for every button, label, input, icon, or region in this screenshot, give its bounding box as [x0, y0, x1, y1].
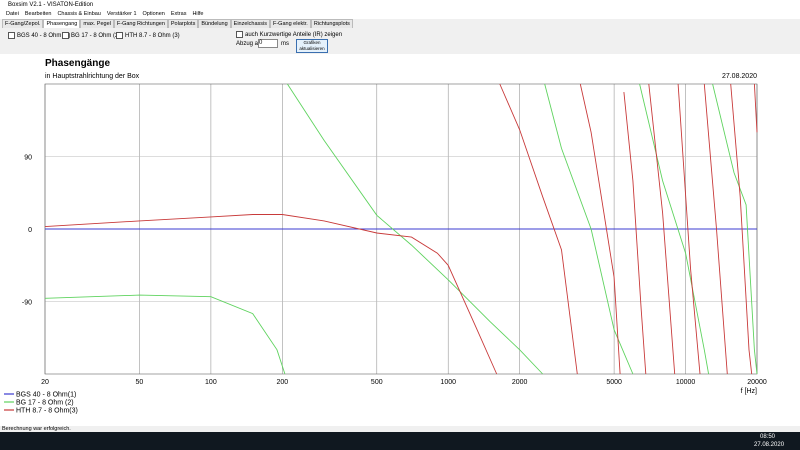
- y-tick-label: 90: [24, 155, 32, 162]
- menu-item[interactable]: Bearbeiten: [24, 11, 52, 17]
- status-bar: Berechnung war erfolgreich.: [2, 426, 71, 432]
- chart-date: 27.08.2020: [722, 73, 757, 80]
- x-tick-label: 50: [136, 379, 144, 386]
- checkbox-label: BG 17 - 8 Ohm (2): [71, 33, 121, 40]
- x-tick-label: 200: [276, 379, 288, 386]
- title-bar: Boxsim V2.1 - VISATON-Edition: [0, 0, 800, 10]
- tab[interactable]: F-Gang/Zepol.: [2, 19, 44, 28]
- chart-panel: Phasengänge in Hauptstrahlrichtung der Bo…: [0, 54, 800, 426]
- delay-unit: ms: [281, 41, 289, 47]
- x-tick-label: 5000: [606, 379, 622, 386]
- refresh-button[interactable]: Grafiken aktualisieren: [296, 39, 328, 53]
- tab[interactable]: Richtungsplots: [310, 19, 353, 28]
- y-tick-label: -90: [22, 300, 32, 307]
- series-line: [44, 83, 758, 375]
- checkbox[interactable]: BGS 40 - 8 Ohm (1): [8, 32, 70, 39]
- legend-label: BGS 40 - 8 Ohm(1): [16, 392, 76, 399]
- chart-title: Phasengänge: [45, 58, 110, 69]
- checkbox[interactable]: HTH 8.7 - 8 Ohm (3): [116, 32, 180, 39]
- tab[interactable]: Polarplots: [167, 19, 199, 28]
- controls: BGS 40 - 8 Ohm (1) BG 17 - 8 Ohm (2) HTH…: [0, 29, 800, 53]
- checkbox-label: HTH 8.7 - 8 Ohm (3): [125, 33, 180, 40]
- tab[interactable]: F-Gang elektr.: [269, 19, 311, 28]
- clock-time: 08:50: [760, 434, 776, 440]
- menu-item[interactable]: Verstärker 1: [106, 11, 137, 17]
- menu-bar: Datei Bearbeiten Chassis & Einbau Verstärke…: [0, 10, 800, 19]
- checkbox-label: BGS 40 - 8 Ohm (1): [17, 33, 71, 40]
- x-tick-label: 20000: [747, 379, 767, 386]
- menu-item[interactable]: Extras: [170, 11, 187, 17]
- taskbar: 08:50 27.08.2020: [0, 432, 800, 450]
- tab[interactable]: F-Gang Richtungen: [113, 19, 168, 28]
- x-tick-label: 100: [205, 379, 217, 386]
- x-axis-label: f [Hz]: [741, 388, 757, 395]
- menu-item[interactable]: Chassis & Einbau: [57, 11, 101, 17]
- tab[interactable]: max. Pegel: [80, 19, 114, 28]
- tab[interactable]: Bündelung: [198, 19, 231, 28]
- legend-label: HTH 8.7 - 8 Ohm(3): [16, 408, 78, 415]
- menu-item[interactable]: Hilfe: [192, 11, 204, 17]
- y-tick-label: 0: [28, 227, 32, 234]
- x-tick-label: 500: [371, 379, 383, 386]
- tab[interactable]: Einzelchassis: [230, 19, 270, 28]
- x-tick-label: 20: [41, 379, 49, 386]
- ir-option[interactable]: auch Kurzwertige Anteile (IR) zeigen: [236, 31, 342, 38]
- series-line: [44, 83, 758, 375]
- legend-label: BG 17 - 8 Ohm (2): [16, 400, 74, 407]
- chart: Phasengänge in Hauptstrahlrichtung der Bo…: [4, 58, 767, 415]
- chart-subtitle: in Hauptstrahlrichtung der Box: [45, 73, 140, 80]
- delay-label: Abzug auf: [236, 41, 264, 47]
- clock-date: 27.08.2020: [754, 442, 785, 448]
- menu-item[interactable]: Optionen: [142, 11, 165, 17]
- tab-bar: F-Gang/Zepol. Phasengang max. Pegel F-Gang …: [2, 19, 353, 28]
- ir-option-label: auch Kurzwertige Anteile (IR) zeigen: [245, 32, 343, 39]
- delay-input[interactable]: 0: [258, 39, 278, 48]
- x-tick-label: 2000: [512, 379, 528, 386]
- checkbox[interactable]: BG 17 - 8 Ohm (2): [62, 32, 120, 39]
- tab[interactable]: Phasengang: [43, 19, 81, 28]
- x-tick-label: 1000: [440, 379, 456, 386]
- x-tick-label: 10000: [676, 379, 696, 386]
- window-title: Boxsim V2.1 - VISATON-Edition: [8, 2, 94, 8]
- menu-item[interactable]: Datei: [6, 11, 19, 17]
